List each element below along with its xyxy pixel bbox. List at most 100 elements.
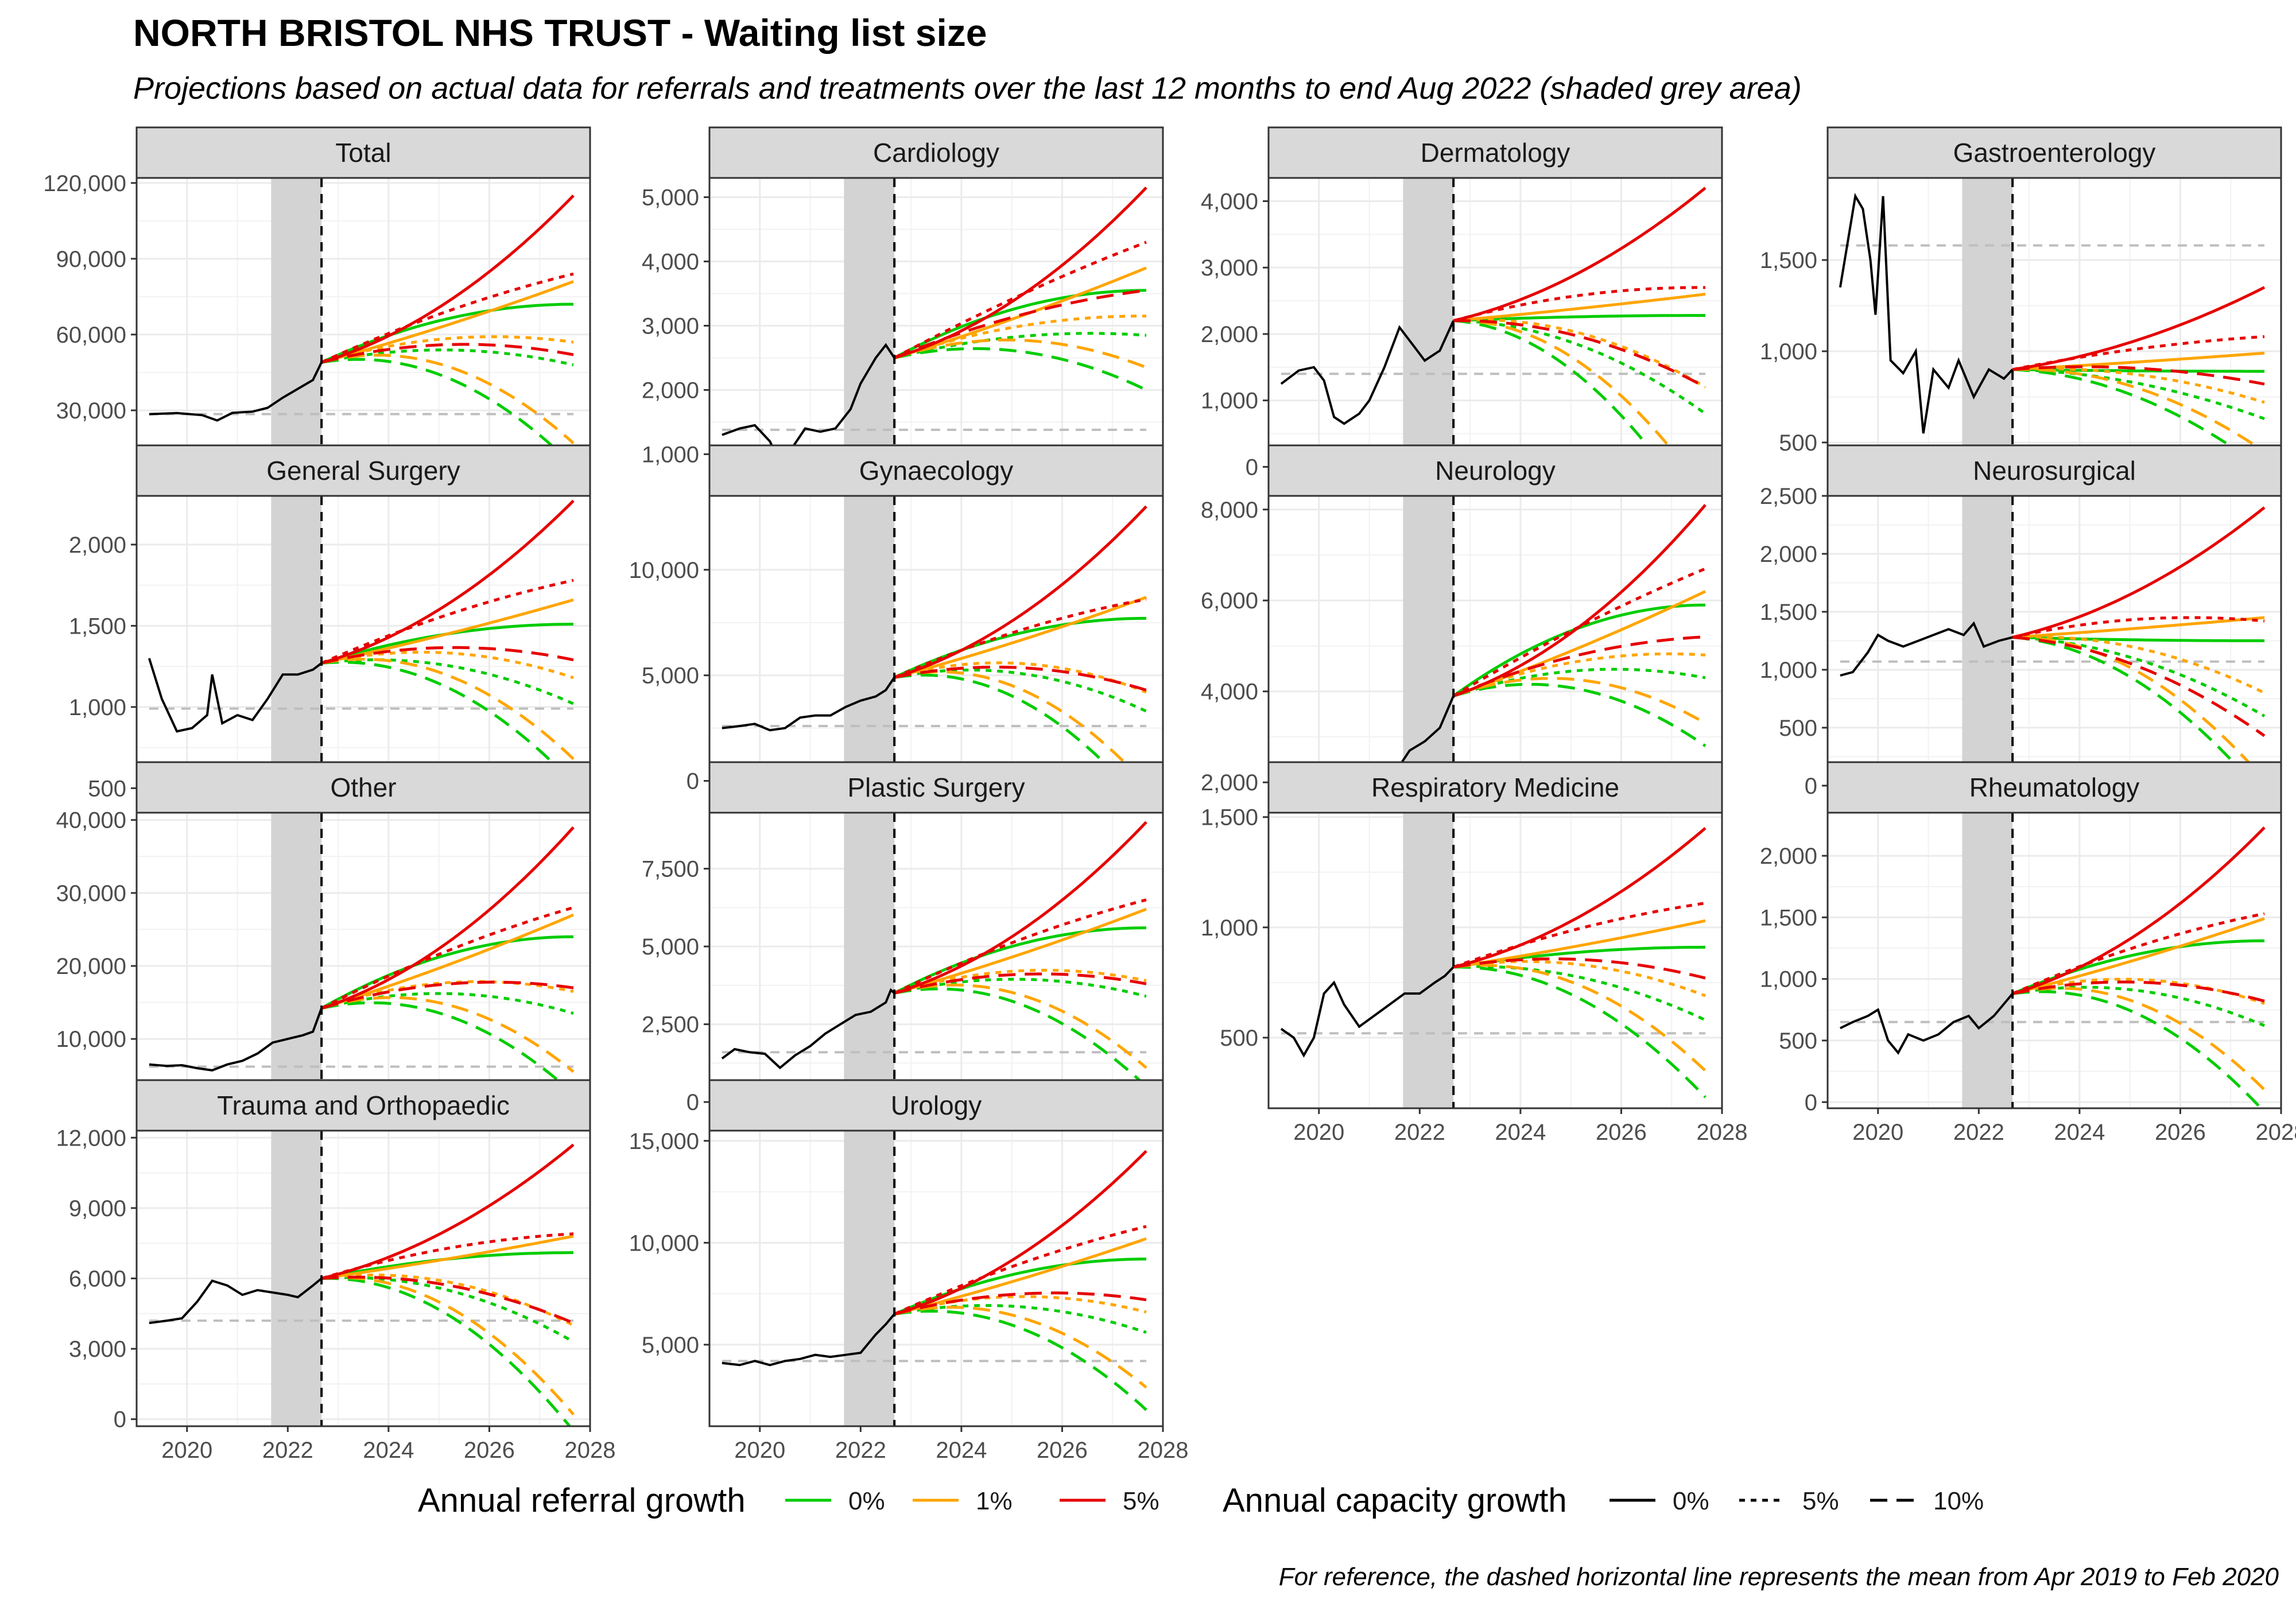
projection-line-ref0-cap5 [894,332,1147,359]
panel-cardiology: Cardiology 1,000 2,000 3,000 4,000 5,000 [642,126,1164,475]
y-tick-label: 5,000 [642,185,699,211]
projection-line-ref0-cap10 [2012,368,2266,471]
projection-line-ref5-cap5 [1453,902,1706,969]
y-tick-label: 1,000 [69,695,126,720]
history-line [149,1008,323,1072]
projection-line-ref5-cap5 [321,272,574,364]
history-line [149,1277,323,1325]
projection-line-ref0-cap10 [1453,319,1671,473]
chart-caption: For reference, the dashed horizontal lin… [1279,1563,2279,1591]
projection-line-ref1-cap10 [321,1276,575,1416]
legend-referral-label: 5% [1123,1487,1159,1515]
x-tick-label: 2026 [1596,1120,1647,1145]
y-tick-label: 90,000 [56,247,126,272]
history-line [1839,193,2014,434]
facet-strip [135,444,591,497]
projection-line-ref0-cap0 [2012,635,2265,642]
x-tick-label: 2020 [734,1438,785,1463]
facet-strip [708,1079,1164,1132]
facet-strip [135,761,591,814]
shaded-period [844,1131,895,1426]
projection-line-ref5-cap0 [2012,506,2266,639]
facet-strip-label: Neurosurgical [1973,456,2136,486]
y-tick-label: 0 [687,1090,699,1115]
projection-line-ref1-cap10 [2012,368,2266,453]
projection-line-ref5-cap5 [1453,286,1706,323]
x-tick-label: 2020 [1852,1120,1903,1145]
y-tick-label: 3,000 [1201,255,1258,281]
y-tick-label: 10,000 [629,1231,699,1256]
projection-line-ref1-cap5 [894,1295,1147,1316]
projection-line-ref5-cap5 [1452,567,1706,697]
y-tick-label: 8,000 [1201,498,1258,523]
x-tick-label: 2022 [835,1438,886,1463]
y-tick-label: 30,000 [56,881,126,906]
legend-referral-label: 0% [848,1487,885,1515]
projection-line-ref1-cap0 [894,596,1147,679]
y-tick-label: 60,000 [56,323,126,348]
projection-line-ref5-cap0 [894,821,1147,995]
facet-strip-label: Gynaecology [859,456,1014,486]
y-tick-label: 6,000 [1201,588,1258,614]
shaded-period [271,1131,322,1426]
history-line [722,677,895,732]
y-tick-label: 1,000 [1201,915,1258,941]
y-tick-label: 30,000 [56,398,126,424]
y-tick-label: 6,000 [69,1267,126,1292]
projection-line-ref1-cap10 [1453,677,1707,725]
projection-line-ref5-cap10 [894,665,1147,692]
projection-line-ref0-cap5 [321,1276,575,1344]
panel-gastroenterology: Gastroenterology 500 1,000 1,500 [1760,126,2282,475]
y-tick-label: 2,500 [642,1012,699,1038]
y-tick-label: 5,000 [642,1333,699,1358]
projection-line-ref0-cap5 [2012,985,2265,1027]
facet-panels: Total 30,000 60,000 90,000 120,000 Cardiology… [43,126,2296,1463]
projection-line-ref1-cap10 [894,338,1147,369]
projection-line-ref0-cap10 [894,1309,1147,1411]
x-tick-label: 2024 [2054,1120,2105,1145]
y-tick-label: 1,500 [1760,600,1817,625]
projection-line-ref1-cap0 [894,907,1147,995]
projection-line-ref5-cap5 [321,1232,574,1280]
projection-line-ref0-cap5 [321,658,575,705]
projection-line-ref0-cap10 [321,661,575,785]
projection-line-ref1-cap10 [321,354,575,445]
projection-line-ref0-cap10 [1453,682,1707,747]
y-tick-label: 10,000 [56,1027,126,1052]
projection-line-ref5-cap10 [1453,635,1706,697]
shaded-period [271,813,322,1108]
shaded-period [844,178,895,473]
y-tick-label: 0 [1805,774,1817,799]
x-tick-label: 2028 [565,1438,616,1463]
facet-strip-label: Cardiology [873,138,999,168]
legend: Annual referral growth Annual capacity g… [418,1482,1984,1519]
panel-border [1267,495,1723,793]
projection-line-ref5-cap5 [320,906,574,1010]
projection-line-ref1-cap0 [2012,616,2265,639]
shaded-period [271,496,322,791]
projection-line-ref0-cap5 [1453,667,1706,697]
projection-line-ref0-cap10 [321,358,575,467]
projection-line-ref1-cap5 [321,1274,575,1327]
projection-line-ref0-cap5 [894,668,1147,713]
facet-strip [708,761,1164,814]
y-tick-label: 0 [1805,1090,1817,1115]
x-tick-label: 2024 [1495,1120,1546,1145]
projection-line-ref1-cap5 [894,969,1147,995]
x-tick-label: 2022 [1394,1120,1445,1145]
projection-line-ref5-cap0 [321,826,575,1010]
shaded-period [844,496,895,791]
projection-line-ref1-cap10 [2012,987,2266,1091]
y-tick-label: 0 [114,1407,126,1433]
y-tick-label: 2,000 [642,378,699,403]
y-tick-label: 1,500 [1760,248,1817,273]
projection-line-ref5-cap10 [321,343,574,364]
projection-line-ref1-cap5 [2012,367,2265,404]
projection-line-ref1-cap0 [1453,590,1707,697]
projection-line-ref0-cap5 [2012,368,2265,420]
y-tick-label: 2,000 [1760,844,1817,869]
shaded-period [1403,178,1454,473]
history-line [1280,966,1455,1058]
projection-line-ref5-cap0 [1453,504,1707,697]
panel-neurosurgical: Neurosurgical 0 500 1,000 1,500 2,000 2,500 [1760,444,2282,799]
